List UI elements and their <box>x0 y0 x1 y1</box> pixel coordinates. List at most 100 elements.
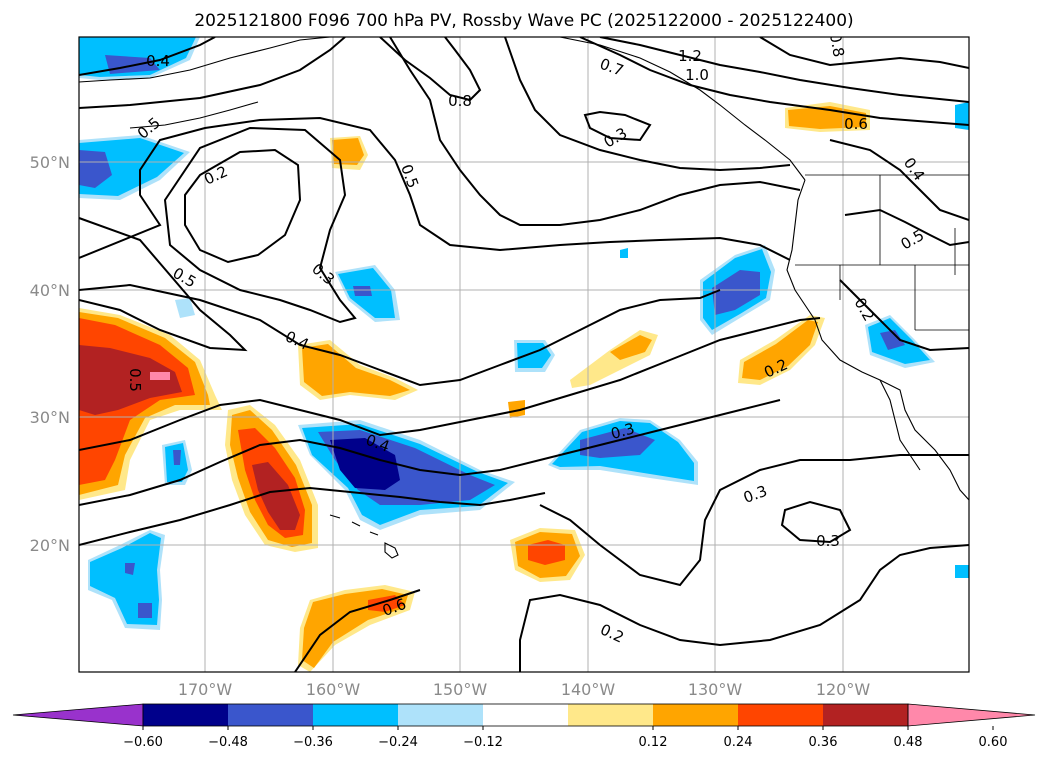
contour-label: 0.6 <box>844 115 868 133</box>
negative-anomaly-172w-blue <box>173 450 181 465</box>
colorbar-segment <box>738 704 823 726</box>
positive-anomaly-148w-red <box>528 540 565 565</box>
colorbar-segment <box>823 704 908 726</box>
contour-0.5-main <box>79 116 791 261</box>
negative-anomaly-175w-blue2 <box>138 603 152 618</box>
colorbar-tick-label: −0.24 <box>378 735 418 750</box>
colorbar-tick-label: −0.12 <box>463 735 503 750</box>
colorbar-tick-label: −0.36 <box>293 735 333 750</box>
colorbar-tick-label: 0.12 <box>639 735 668 750</box>
contour-0.8-right <box>759 37 969 69</box>
alaska-panhandle <box>559 37 806 181</box>
figure-title: 2025121800 F096 700 hPa PV, Rossby Wave … <box>194 11 853 31</box>
contour-label: 1.2 <box>678 47 702 65</box>
contour-0.3-se <box>539 454 969 587</box>
lat-label-30n: 30°N <box>30 408 70 427</box>
contour-0.7 <box>504 37 791 172</box>
colorbar-tick-label: −0.60 <box>123 735 163 750</box>
negative-anomaly-w50-cyan <box>79 138 184 196</box>
lat-label-50n: 50°N <box>30 153 70 172</box>
negative-anomaly-130w-blue <box>712 270 760 315</box>
map-panel: 0.4 0.5 0.2 0.5 0.3 0.4 0.5 0.8 0.5 0.7 … <box>79 32 969 672</box>
contour-label: 0.8 <box>826 32 848 59</box>
lon-label-130w: 130°W <box>688 680 743 699</box>
longitude-labels: 170°W 160°W 150°W 140°W 130°W 120°W <box>178 680 871 699</box>
hawaii <box>329 514 399 559</box>
map-frame <box>78 36 970 673</box>
positive-anomaly-160w-orange <box>302 344 410 396</box>
positive-anomaly-140w-orange <box>610 335 652 360</box>
lon-label-140w: 140°W <box>561 680 616 699</box>
contour-label: 0.5 <box>126 368 144 392</box>
contour-0.3-mid <box>79 399 781 506</box>
contour-0.2-mid <box>79 317 821 451</box>
latitude-labels: 50°N 40°N 30°N 20°N <box>30 153 70 555</box>
political-borders <box>795 174 969 331</box>
pv-contours <box>79 37 969 672</box>
lon-label-150w: 150°W <box>433 680 488 699</box>
contour-label: 0.3 <box>609 419 637 443</box>
colorbar-tick-label: 0.24 <box>724 735 753 750</box>
colorbar-segment <box>228 704 313 726</box>
contour-label: 0.3 <box>816 532 840 550</box>
colorbar-segment <box>483 704 568 726</box>
contour-0.3-right <box>839 279 969 352</box>
negative-anomaly-tiny-d <box>620 248 628 258</box>
contour-0.3-small <box>583 110 652 142</box>
colorbar-extend-high <box>907 703 1036 727</box>
negative-anomaly-157w-blue <box>353 286 372 296</box>
positive-anomaly-west-darkred <box>79 345 182 415</box>
colorbar-tick-label: −0.48 <box>208 735 248 750</box>
contour-0.5-left <box>79 217 248 352</box>
colorbar-segment <box>568 704 653 726</box>
colorbar <box>12 703 1036 727</box>
contour-0.5-right <box>844 208 969 247</box>
negative-anomaly-tiny-c <box>955 565 969 578</box>
colorbar-segment <box>398 704 483 726</box>
aleutians <box>129 101 259 129</box>
negative-anomaly-w50-blue <box>79 150 112 188</box>
coastlines <box>79 37 969 559</box>
negative-anomaly-tiny-b <box>955 102 969 130</box>
positive-anomaly-west-pink <box>150 372 170 380</box>
contour-1.2 <box>599 37 969 103</box>
contour-0.2-low <box>294 589 421 672</box>
colorbar-ticks: −0.60 −0.48 −0.36 −0.24 −0.12 0.12 0.24 0.36 0.4… <box>123 726 1007 750</box>
contour-0.2-se <box>519 544 969 672</box>
colorbar-tick-label: 0.36 <box>809 735 838 750</box>
contour-0.5-top <box>389 37 801 226</box>
positive-anomaly-165w-darkred <box>252 462 300 530</box>
contour-label: 1.0 <box>685 66 709 84</box>
colorbar-segment <box>143 704 228 726</box>
lon-label-170w: 170°W <box>178 680 233 699</box>
positive-anomaly-158w-15n-red <box>368 595 405 612</box>
contour-label: 0.8 <box>448 92 472 110</box>
positive-anomaly-125w-orange <box>742 320 818 380</box>
colorbar-tick-label: 0.60 <box>979 735 1008 750</box>
colorbar-extend-low <box>12 703 144 727</box>
lat-label-40n: 40°N <box>30 281 70 300</box>
gridlines <box>79 37 969 672</box>
contour-0.3-loop-se <box>780 500 852 544</box>
contour-0.5-nw <box>79 37 346 109</box>
negative-anomaly-175w-blue <box>125 563 135 575</box>
negative-anomaly-tiny-a <box>175 298 195 318</box>
colorbar-tick-label: 0.48 <box>894 735 923 750</box>
contour-0.4-low <box>79 486 546 546</box>
contour-0.8 <box>379 37 482 102</box>
positive-anomaly-160w-50n-orange <box>332 138 364 165</box>
colorbar-segment <box>653 704 738 726</box>
colorbar-segment <box>313 704 398 726</box>
contour-label: 0.4 <box>146 52 170 70</box>
lon-label-120w: 120°W <box>816 680 871 699</box>
alaska-coast <box>79 37 331 83</box>
lon-label-160w: 160°W <box>306 680 361 699</box>
bc-coast <box>786 179 969 501</box>
positive-anomaly-147w <box>508 400 525 418</box>
contour-0.4-nw <box>79 37 216 76</box>
contour-0.3-loop <box>163 126 357 324</box>
baja <box>879 379 921 471</box>
negative-anomaly-175w-cyan <box>90 533 161 625</box>
contour-0.2-loop <box>184 148 302 264</box>
